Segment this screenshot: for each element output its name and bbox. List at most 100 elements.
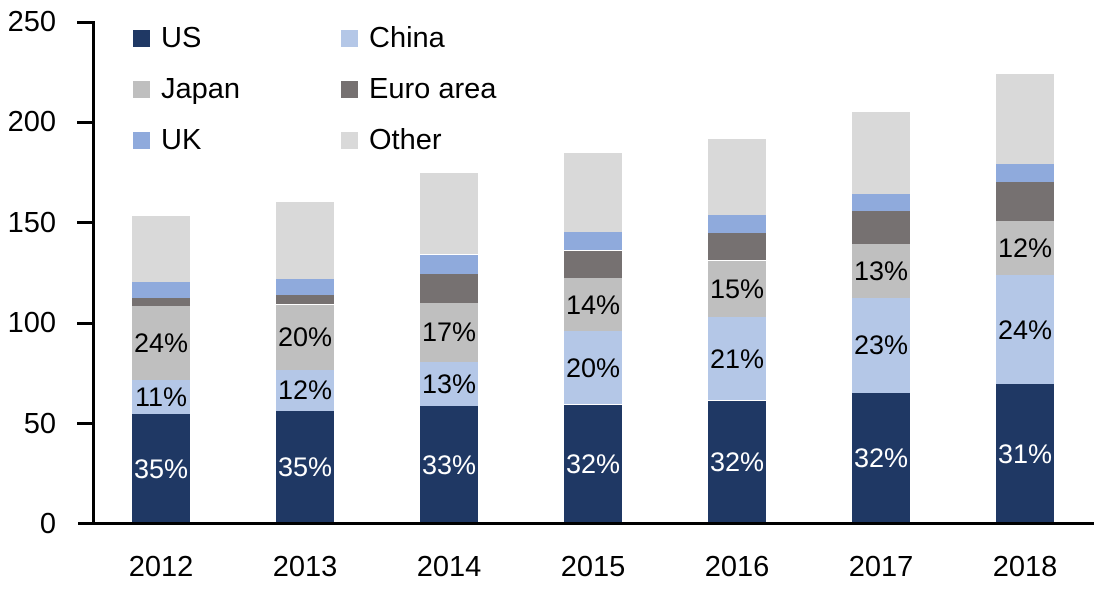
bar-segment-japan-2014 — [420, 302, 478, 362]
segment-label-japan-2016: 15% — [709, 273, 765, 304]
y-axis-line — [92, 21, 95, 525]
y-tick-250 — [77, 21, 93, 24]
y-tick-200 — [77, 121, 93, 124]
bar-segment-china-2015 — [564, 331, 622, 405]
legend-swatch-japan — [133, 80, 150, 98]
x-label-2012: 2012 — [128, 551, 194, 583]
legend-swatch-china — [341, 29, 358, 47]
bar-segment-us-2016 — [708, 400, 766, 524]
bar-segment-china-2014 — [420, 361, 478, 407]
bar-segment-uk-2016 — [708, 214, 766, 233]
segment-label-us-2015: 32% — [565, 449, 621, 480]
legend: US China Japan Euro area UK Other — [133, 21, 496, 157]
bar-segment-china-2016 — [708, 317, 766, 401]
x-label-2015: 2015 — [560, 551, 626, 583]
bar-segment-uk-2017 — [852, 193, 910, 212]
y-tick-100 — [77, 322, 93, 325]
bar-segment-china-2018 — [996, 275, 1054, 385]
segment-label-china-2014: 13% — [421, 368, 477, 399]
segment-label-us-2014: 33% — [421, 450, 477, 481]
legend-swatch-us — [133, 29, 150, 47]
legend-label-japan: Japan — [161, 72, 241, 105]
bar-segment-other-2012 — [132, 215, 190, 283]
bar-segment-japan-2017 — [852, 244, 910, 298]
bar-segment-china-2017 — [852, 297, 910, 393]
segment-label-japan-2017: 13% — [853, 256, 909, 287]
x-label-2016: 2016 — [704, 551, 770, 583]
legend-item-other: Other — [341, 123, 496, 157]
legend-label-china: China — [369, 21, 445, 54]
bar-segment-uk-2013 — [276, 278, 334, 296]
legend-label-other: Other — [369, 123, 442, 156]
legend-swatch-uk — [133, 131, 150, 149]
bar-segment-us-2013 — [276, 410, 334, 524]
legend-item-us: US — [133, 21, 341, 55]
segment-label-japan-2015: 14% — [565, 289, 621, 320]
x-label-2014: 2014 — [416, 551, 482, 583]
segment-label-us-2017: 32% — [853, 443, 909, 474]
y-axis-label-200: 200 — [7, 106, 56, 138]
bar-segment-us-2015 — [564, 404, 622, 524]
bar-segment-us-2018 — [996, 384, 1054, 524]
legend-item-uk: UK — [133, 123, 341, 157]
x-label-2018: 2018 — [992, 551, 1058, 583]
segment-label-us-2018: 31% — [997, 439, 1053, 470]
y-axis-label-0: 0 — [39, 508, 56, 540]
y-tick-150 — [77, 221, 93, 224]
x-label-2013: 2013 — [272, 551, 338, 583]
bar-segment-japan-2018 — [996, 220, 1054, 276]
legend-swatch-euro-area — [341, 80, 358, 98]
bar-segment-euro-area-2017 — [852, 211, 910, 245]
y-tick-50 — [77, 422, 93, 425]
bar-segment-china-2012 — [132, 380, 190, 414]
legend-swatch-other — [341, 131, 358, 149]
bar-segment-other-2016 — [708, 138, 766, 215]
bar-segment-other-2014 — [420, 172, 478, 255]
y-axis-label-50: 50 — [23, 408, 56, 440]
segment-label-us-2013: 35% — [277, 452, 333, 483]
bar-segment-euro-area-2016 — [708, 232, 766, 261]
bar-segment-other-2018 — [996, 74, 1054, 164]
bar-segment-japan-2013 — [276, 304, 334, 370]
segment-label-china-2017: 23% — [853, 330, 909, 361]
bar-segment-other-2015 — [564, 152, 622, 233]
bar-segment-us-2014 — [420, 406, 478, 524]
bar-segment-us-2012 — [132, 413, 190, 524]
bar-segment-japan-2015 — [564, 277, 622, 332]
bar-segment-other-2013 — [276, 201, 334, 279]
segment-label-us-2016: 32% — [709, 447, 765, 478]
legend-item-euro-area: Euro area — [341, 72, 496, 106]
legend-item-japan: Japan — [133, 72, 341, 106]
bar-segment-euro-area-2012 — [132, 298, 190, 306]
bar-segment-other-2017 — [852, 112, 910, 194]
x-label-2017: 2017 — [848, 551, 914, 583]
bar-segment-uk-2015 — [564, 232, 622, 251]
segment-label-us-2012: 35% — [133, 453, 189, 484]
y-axis-label-250: 250 — [7, 6, 56, 38]
bar-segment-euro-area-2015 — [564, 250, 622, 278]
bar-segment-uk-2014 — [420, 254, 478, 274]
segment-label-china-2018: 24% — [997, 314, 1053, 345]
legend-label-uk: UK — [161, 123, 202, 156]
bar-segment-euro-area-2014 — [420, 273, 478, 303]
x-axis-line — [78, 522, 1094, 525]
segment-label-japan-2014: 17% — [421, 317, 477, 348]
segment-label-china-2015: 20% — [565, 352, 621, 383]
segment-label-japan-2013: 20% — [277, 322, 333, 353]
bar-segment-euro-area-2013 — [276, 295, 334, 305]
y-axis-label-100: 100 — [7, 307, 56, 339]
segment-label-china-2012: 11% — [134, 382, 188, 412]
bar-segment-japan-2016 — [708, 260, 766, 318]
bar-segment-japan-2012 — [132, 305, 190, 381]
legend-label-us: US — [161, 21, 202, 54]
segment-label-china-2013: 12% — [277, 375, 333, 406]
bar-segment-uk-2018 — [996, 163, 1054, 182]
bar-segment-uk-2012 — [132, 282, 190, 299]
bar-segment-euro-area-2018 — [996, 181, 1054, 221]
y-axis-label-150: 150 — [7, 207, 56, 239]
legend-label-euro-area: Euro area — [369, 72, 497, 105]
bar-segment-china-2013 — [276, 369, 334, 411]
segment-label-china-2016: 21% — [709, 343, 765, 374]
segment-label-japan-2018: 12% — [997, 232, 1053, 263]
